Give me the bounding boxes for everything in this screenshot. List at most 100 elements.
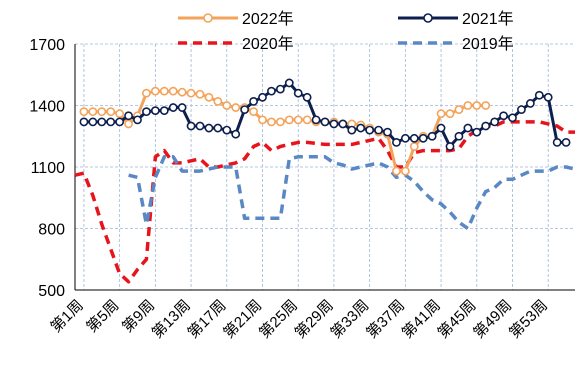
data-point [400,133,410,143]
data-point [454,105,464,114]
data-point [213,97,223,106]
data-point [168,103,178,112]
data-point [249,97,258,106]
data-point [267,86,276,96]
data-point [436,109,446,119]
legend-item: 2022年 [178,10,294,28]
data-point [481,101,491,110]
x-tick-label: 第17周 [184,296,230,342]
y-tick-label: 500 [38,283,65,300]
data-point [284,78,294,88]
data-point [284,115,294,125]
x-tick-label: 第13周 [148,296,194,342]
data-point [481,121,491,131]
data-point [293,88,303,98]
x-tick-label: 第37周 [362,296,408,342]
data-point [150,106,160,116]
x-tick-label: 第29周 [291,296,337,342]
data-point [88,117,98,127]
series-line-2022年 [83,89,486,173]
data-point [534,90,544,100]
data-point [79,107,89,117]
data-point [347,125,357,135]
data-point [97,117,107,127]
data-point [222,101,232,110]
data-point [275,84,285,94]
data-point [552,137,562,147]
series-layer [74,78,576,284]
data-point [472,127,482,137]
data-point [525,99,535,108]
y-tick-label: 800 [38,222,65,239]
x-tick-label: 第49周 [470,296,516,342]
data-point [561,137,571,147]
data-point [320,117,330,127]
data-point [258,115,267,125]
data-point [490,117,500,127]
x-tick-label: 第53周 [505,296,551,342]
data-point [311,115,321,125]
data-point [258,92,267,102]
data-point [392,166,401,176]
data-point [142,107,151,117]
y-tick-label: 1400 [29,99,65,116]
data-point [445,142,455,151]
data-point [142,88,151,98]
data-point [249,107,258,117]
data-point [159,86,169,96]
data-point [302,115,312,125]
data-point [213,123,223,133]
data-point [124,119,133,129]
legend-item: 2021年 [398,10,514,28]
legend-item: 2019年 [398,35,514,53]
legend: 2022年 2021年 2020年 2019年 [178,10,514,53]
data-point [418,133,428,143]
data-point [133,115,142,125]
x-tick-label: 第45周 [434,296,480,342]
data-point [97,107,107,117]
data-point [204,92,214,102]
y-tick-label: 1700 [29,37,65,54]
data-point [106,117,116,127]
y-tick-label: 1100 [31,160,66,177]
data-point [454,131,464,141]
x-tick-label: 第21周 [220,296,266,342]
axes-layer: 500800110014001700第1周第5周第9周第13周第17周第21周第… [29,37,575,342]
data-point [472,101,482,110]
data-point [231,129,241,139]
data-point [302,92,312,102]
data-point [177,87,187,97]
data-point [150,86,160,96]
data-point [79,117,89,127]
data-point [436,123,446,133]
data-point [240,105,250,114]
data-point [115,117,125,127]
data-point [186,121,196,131]
data-point [463,101,473,110]
legend-marker [423,13,433,23]
data-point [159,106,169,116]
legend-marker [203,13,213,23]
data-point [409,133,419,143]
data-point [374,125,383,135]
data-point [275,117,285,127]
legend-label: 2021年 [462,10,514,28]
legend-label: 2019年 [462,35,514,53]
grid-layer [75,43,575,290]
data-point [445,109,455,119]
data-point [115,109,125,119]
data-point [293,115,303,125]
x-tick-label: 第5周 [83,296,123,336]
data-point [222,125,232,135]
data-point [204,123,214,133]
data-point [186,88,196,98]
x-tick-label: 第25周 [255,296,301,342]
data-point [365,125,375,135]
legend-item: 2020年 [178,35,294,53]
legend-label: 2020年 [242,35,294,53]
data-point [177,103,187,112]
legend-label: 2022年 [242,10,294,28]
data-point [329,119,339,129]
